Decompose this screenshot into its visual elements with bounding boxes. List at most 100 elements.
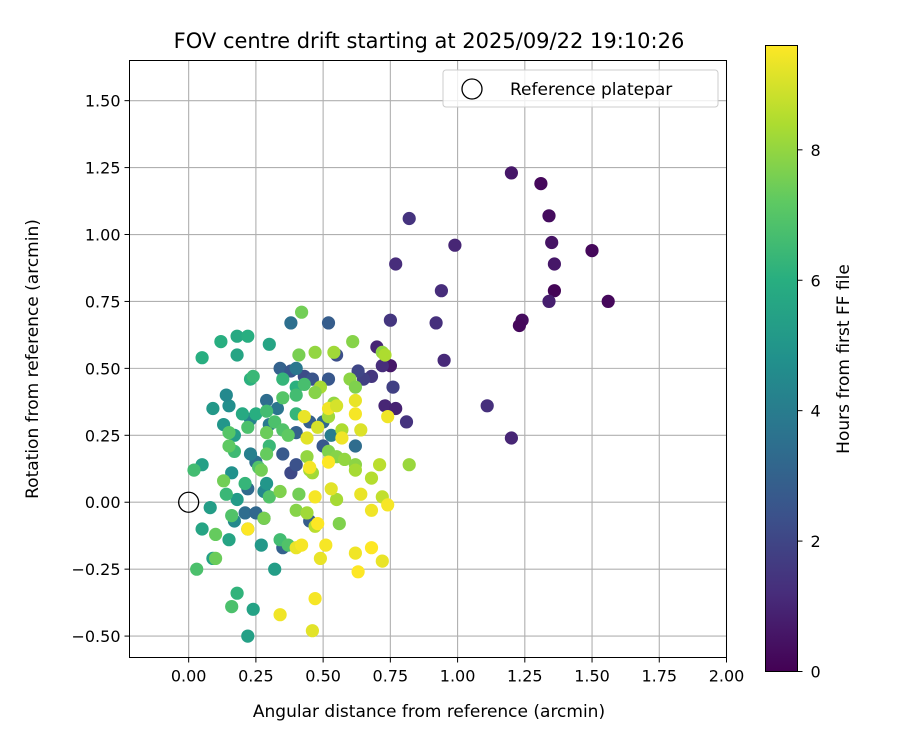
data-point (230, 348, 244, 362)
data-point (235, 407, 249, 421)
data-point (402, 211, 416, 226)
data-point (351, 565, 365, 579)
y-tick-label: 0.25 (85, 426, 121, 445)
grid (129, 60, 728, 658)
data-point (262, 490, 276, 504)
data-point (222, 439, 236, 453)
y-ticks: −0.50 −0.25 0.00 0.25 0.50 0.75 1.00 1.25 1.50 (71, 92, 130, 646)
data-point (321, 372, 336, 386)
data-point (292, 487, 306, 501)
data-point (241, 420, 255, 434)
data-point (321, 455, 336, 469)
data-point (195, 351, 209, 365)
data-point (448, 238, 462, 252)
data-point (585, 244, 599, 258)
colorbar-tick-label: 2 (811, 532, 821, 551)
data-point (225, 508, 239, 523)
data-point (601, 294, 615, 308)
data-point (203, 501, 217, 515)
data-point (512, 318, 527, 333)
data-point (209, 527, 223, 542)
x-tick-label: 1.75 (641, 667, 677, 686)
data-point (480, 399, 494, 413)
data-point (346, 335, 360, 349)
x-tick-label: 1.50 (574, 667, 610, 686)
colorbar-tick-label: 0 (811, 663, 821, 682)
data-point (295, 538, 309, 552)
legend-reference-marker (461, 78, 483, 100)
data-point (383, 313, 397, 327)
data-point (547, 284, 562, 298)
data-point (300, 506, 314, 520)
colorbar-tick-label: 6 (811, 271, 821, 290)
data-point (238, 476, 252, 491)
data-point (348, 407, 362, 421)
legend-entry-label: Reference platepar (510, 80, 672, 100)
data-point (389, 401, 403, 416)
data-point (305, 624, 319, 638)
data-point (249, 407, 263, 421)
data-point (276, 447, 290, 461)
data-point (222, 399, 236, 413)
data-point (241, 329, 255, 343)
data-point (276, 391, 290, 405)
colorbar-tick-label: 8 (811, 141, 821, 160)
data-point (297, 410, 311, 424)
reference-platepar-marker (178, 491, 200, 513)
data-point (246, 602, 260, 616)
data-point (504, 166, 518, 180)
data-point (542, 209, 556, 223)
data-point (354, 487, 368, 501)
legend-box (442, 69, 719, 108)
data-point (308, 345, 322, 359)
data-point (332, 517, 346, 531)
data-point (260, 476, 274, 491)
y-tick-label: −0.50 (71, 627, 120, 646)
data-point (373, 458, 387, 472)
y-tick-label: 1.25 (85, 159, 121, 178)
data-point (364, 541, 379, 555)
data-point (327, 345, 341, 359)
data-point (348, 463, 362, 477)
data-point (311, 517, 325, 531)
data-point (289, 458, 303, 472)
data-point (348, 380, 362, 394)
data-point (217, 474, 231, 488)
data-point (241, 522, 255, 536)
data-point (319, 538, 333, 552)
colorbar-label: Hours from first FF file (834, 264, 854, 454)
data-point (437, 353, 451, 367)
data-point (289, 388, 303, 402)
y-tick-label: 0.00 (85, 493, 121, 512)
colorbar-ticks: 0 2 4 6 8 (797, 141, 821, 682)
data-point (206, 401, 220, 416)
data-point (273, 361, 287, 375)
data-point (260, 404, 274, 418)
y-tick-label: 0.75 (85, 292, 121, 311)
plot-frame (129, 60, 727, 658)
chart-title: FOV centre drift starting at 2025/09/22 … (174, 29, 685, 53)
data-point (364, 503, 379, 517)
x-tick-label: 0.25 (238, 667, 274, 686)
data-point (348, 439, 362, 453)
data-point (214, 335, 228, 349)
data-point (238, 506, 252, 520)
x-tick-label: 0.50 (305, 667, 341, 686)
data-point (289, 361, 303, 375)
data-point (209, 551, 223, 566)
data-point (381, 498, 395, 512)
data-point (225, 466, 239, 480)
colorbar-tick-label: 4 (811, 402, 821, 421)
data-point (300, 450, 314, 464)
x-tick-label: 0.00 (171, 667, 207, 686)
legend: Reference platepar (442, 69, 719, 108)
data-point (219, 388, 233, 402)
data-point (254, 463, 268, 477)
data-point (542, 294, 556, 308)
data-point (338, 452, 352, 466)
data-point (303, 460, 317, 474)
data-point (273, 484, 287, 499)
data-point (300, 431, 314, 445)
data-point (375, 359, 389, 373)
